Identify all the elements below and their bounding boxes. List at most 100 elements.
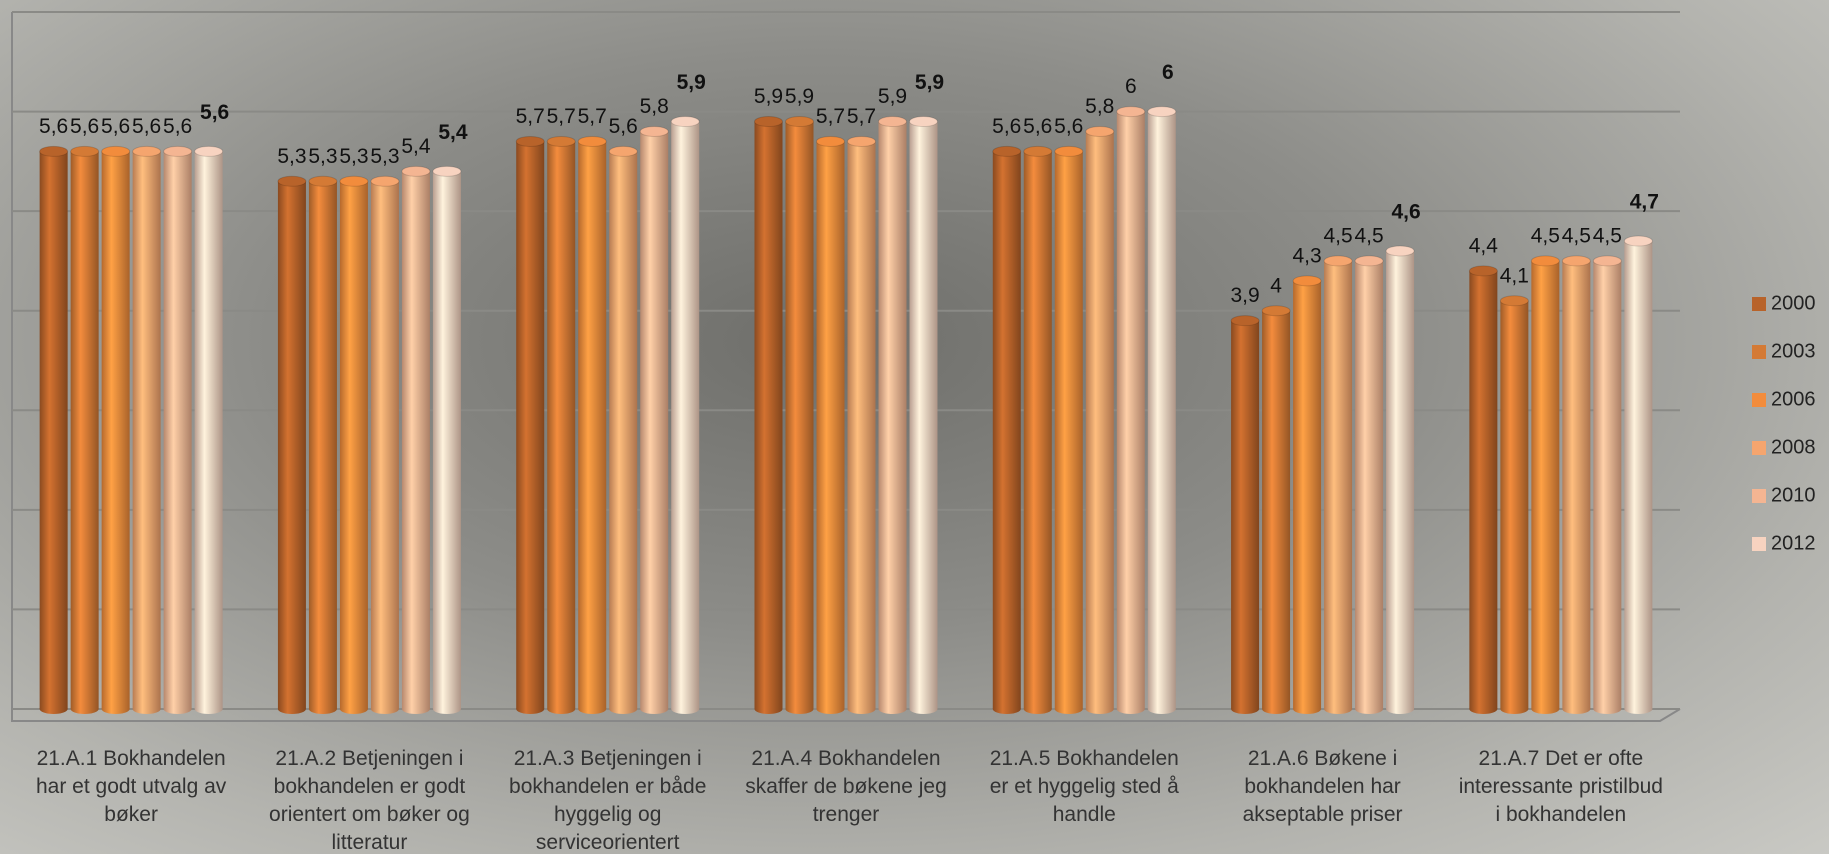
bar-top	[847, 135, 876, 147]
bar	[277, 181, 306, 709]
bar-top	[754, 116, 783, 128]
bar-top	[1354, 255, 1384, 267]
bar	[909, 121, 938, 710]
bar	[1562, 260, 1591, 709]
value-label: 6	[1125, 75, 1137, 98]
bar	[1231, 320, 1260, 709]
bar-top	[1147, 106, 1177, 118]
value-label: 5,8	[640, 95, 669, 118]
bar-base	[401, 704, 430, 714]
bar-base	[1293, 704, 1322, 714]
bar	[1023, 151, 1052, 709]
bar-base	[1469, 704, 1498, 714]
bar	[1624, 241, 1653, 709]
bar-base	[1386, 704, 1415, 714]
bar-base	[1054, 704, 1083, 714]
value-label: 5,6	[992, 115, 1021, 138]
bar-top	[1261, 305, 1291, 317]
bar	[816, 141, 845, 709]
legend-swatch	[1752, 393, 1766, 407]
bar-base	[578, 704, 607, 714]
bar-top	[1116, 106, 1146, 118]
value-label: 5,3	[277, 145, 306, 168]
value-label: 5,4	[401, 135, 431, 158]
value-label: 5,8	[1085, 95, 1114, 118]
bar-top	[163, 145, 193, 157]
bar	[640, 131, 669, 709]
bar-base	[1116, 704, 1145, 714]
bar-top	[515, 135, 545, 147]
bar	[132, 151, 161, 709]
value-label: 6	[1162, 61, 1174, 84]
bar-top	[1530, 255, 1560, 267]
bar-top	[308, 175, 338, 187]
bar	[671, 121, 700, 710]
bar-top	[546, 135, 576, 147]
bar-top	[577, 135, 607, 147]
value-label: 5,9	[785, 85, 814, 108]
bar-top	[670, 116, 700, 128]
x-tick-label: 21.A.4 Bokhandelen skaffer de bøkene jeg…	[745, 747, 947, 826]
legend-swatch	[1752, 345, 1766, 359]
value-label: 5,7	[847, 105, 876, 128]
bar-base	[847, 704, 876, 714]
bar-top	[401, 165, 431, 177]
bar-top	[194, 145, 224, 157]
value-label: 4,5	[1562, 224, 1591, 247]
bar	[847, 141, 876, 709]
bar-top	[1085, 125, 1115, 137]
bar-base	[785, 704, 814, 714]
bar	[1469, 270, 1498, 709]
bar-top	[816, 135, 845, 147]
bar-top	[432, 165, 462, 177]
bar-base	[432, 704, 461, 714]
bar-base	[1023, 704, 1052, 714]
value-label: 4,6	[1391, 201, 1420, 224]
bar	[163, 151, 192, 709]
value-label: 5,6	[1054, 115, 1083, 138]
value-label: 5,6	[1023, 115, 1052, 138]
bar-top	[1385, 245, 1415, 257]
bar-top	[339, 175, 369, 187]
value-label: 5,6	[200, 101, 229, 124]
bar-base	[370, 704, 399, 714]
bar-base	[308, 704, 337, 714]
bar-base	[1624, 704, 1653, 714]
bar-top	[70, 145, 100, 157]
value-label: 4,4	[1469, 234, 1499, 257]
bar-base	[39, 704, 68, 714]
bar-top	[1292, 275, 1322, 287]
value-label: 4,5	[1323, 224, 1352, 247]
value-label: 4,5	[1531, 224, 1560, 247]
bar-base	[1147, 704, 1176, 714]
x-tick-label: 21.A.7 Det er ofte interessante pristilb…	[1458, 747, 1663, 826]
bar	[1500, 300, 1529, 709]
bar	[1386, 250, 1415, 709]
value-label: 4,7	[1630, 191, 1659, 214]
bar-top	[1023, 145, 1053, 157]
bar-base	[1324, 704, 1353, 714]
bar	[339, 181, 368, 709]
bar	[1531, 260, 1560, 709]
bar	[1116, 111, 1145, 710]
value-label: 4	[1270, 274, 1282, 297]
x-tick-label: 21.A.5 Bokhandelen er et hyggelig sted å…	[989, 747, 1179, 826]
bar-top	[1230, 315, 1260, 327]
value-label: 5,7	[816, 105, 845, 128]
bar-base	[754, 704, 783, 714]
legend-label: 2006	[1771, 388, 1816, 410]
value-label: 5,6	[132, 115, 161, 138]
legend-label: 2003	[1771, 340, 1816, 362]
bar-top	[639, 125, 669, 137]
bar	[785, 121, 814, 710]
bar	[1293, 280, 1322, 709]
bar-top	[608, 145, 638, 157]
bar-top	[909, 116, 938, 128]
bar-top	[277, 175, 307, 187]
bar-base	[671, 704, 700, 714]
bar	[1085, 131, 1114, 709]
bar-base	[1231, 704, 1260, 714]
bar	[432, 171, 461, 710]
value-label: 5,7	[547, 105, 576, 128]
